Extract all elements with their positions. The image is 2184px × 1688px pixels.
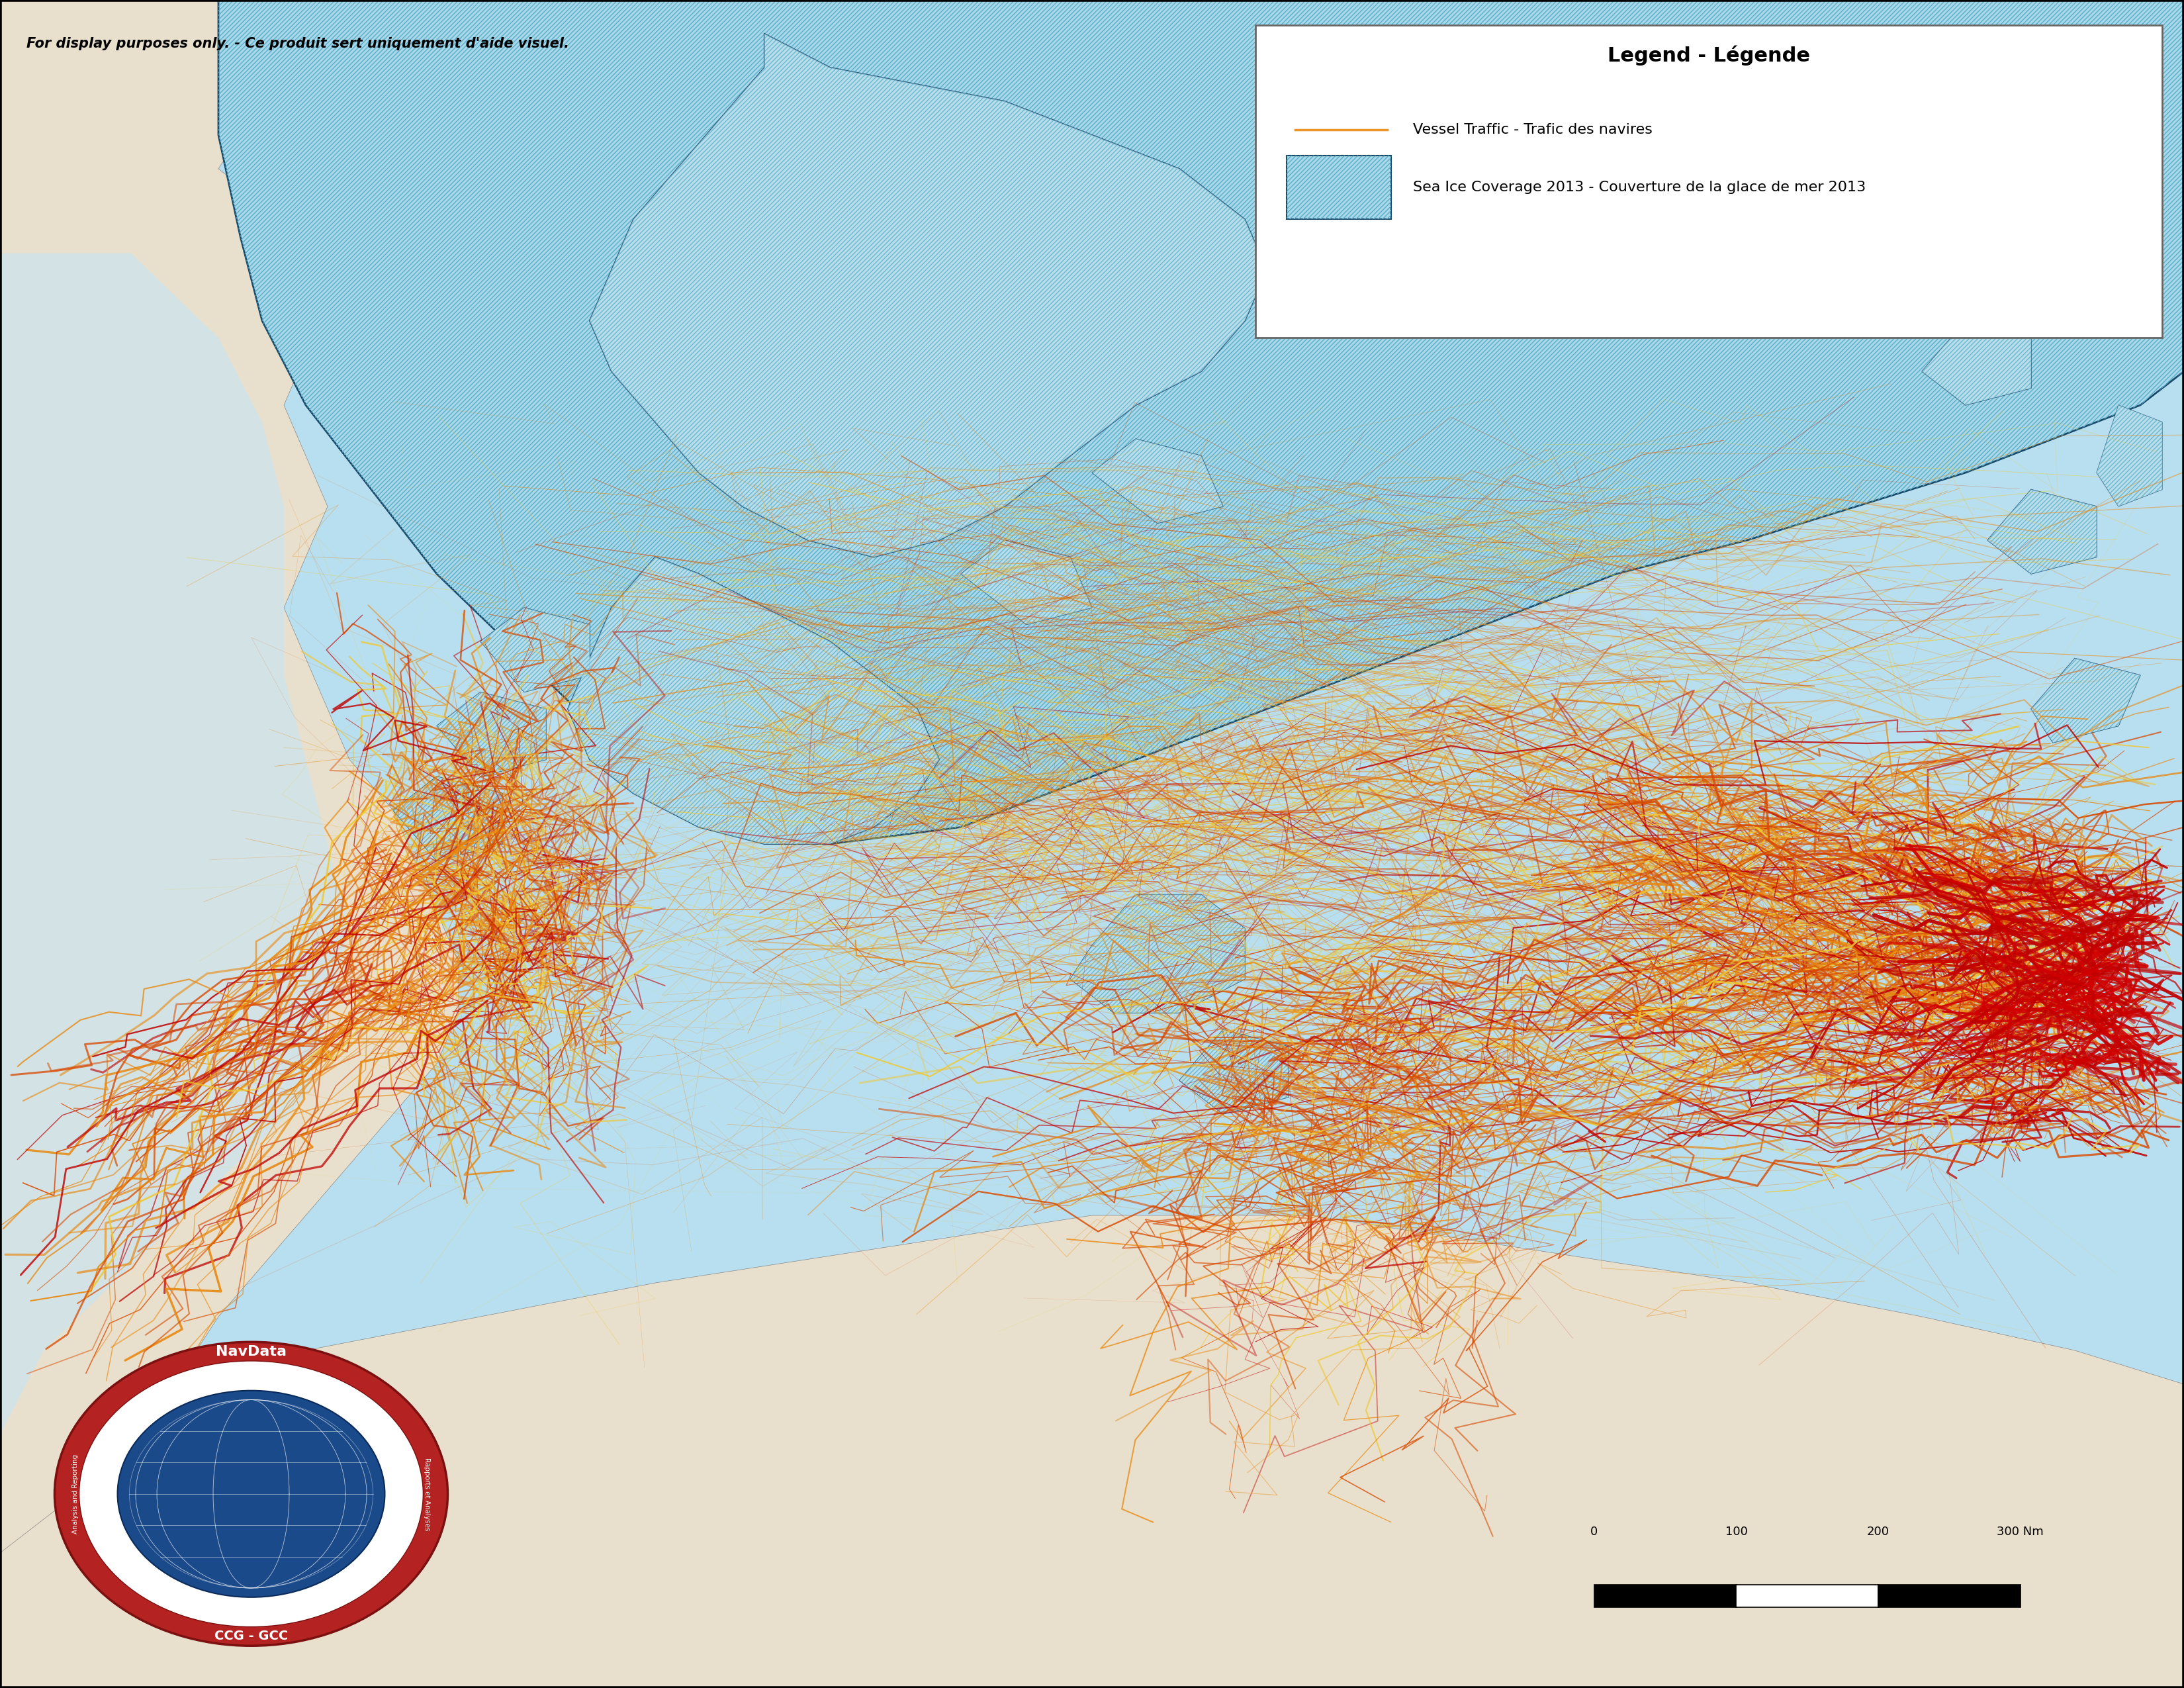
Circle shape	[79, 1361, 424, 1627]
Polygon shape	[1179, 1030, 1289, 1114]
Bar	[1286, 155, 1391, 219]
Polygon shape	[437, 692, 546, 776]
Circle shape	[55, 1342, 448, 1646]
Circle shape	[118, 1391, 384, 1597]
Text: Rapports et Analyses: Rapports et Analyses	[424, 1457, 430, 1531]
Polygon shape	[590, 34, 1267, 557]
Polygon shape	[2031, 658, 2140, 743]
Polygon shape	[1092, 439, 1223, 523]
Text: CCG - GCC: CCG - GCC	[214, 1629, 288, 1642]
Text: Vessel Traffic - Trafic des navires: Vessel Traffic - Trafic des navires	[1413, 123, 1653, 137]
Polygon shape	[0, 0, 459, 1688]
Text: 100: 100	[1725, 1526, 1747, 1538]
Text: Legend - Légende: Legend - Légende	[1607, 46, 1811, 66]
Polygon shape	[1987, 490, 2097, 574]
Polygon shape	[1638, 118, 1747, 203]
Polygon shape	[0, 253, 349, 1435]
Polygon shape	[1092, 439, 1223, 523]
Polygon shape	[961, 540, 1092, 625]
Polygon shape	[1791, 186, 1900, 270]
Polygon shape	[1070, 895, 1245, 1013]
Bar	[1594, 1585, 1736, 1607]
Text: 300 Nm: 300 Nm	[1996, 1526, 2044, 1538]
Text: NavData: NavData	[216, 1345, 286, 1359]
Polygon shape	[393, 776, 502, 861]
Polygon shape	[437, 692, 546, 776]
Bar	[1878, 1585, 2020, 1607]
Polygon shape	[480, 608, 590, 692]
Text: Analysis and Reporting: Analysis and Reporting	[72, 1453, 79, 1534]
Polygon shape	[1070, 895, 1245, 1013]
Polygon shape	[568, 557, 939, 844]
Polygon shape	[1791, 186, 1900, 270]
Polygon shape	[1638, 118, 1747, 203]
Bar	[1286, 155, 1391, 219]
Polygon shape	[1922, 321, 2031, 405]
Polygon shape	[1922, 321, 2031, 405]
Polygon shape	[1179, 1030, 1289, 1114]
Polygon shape	[2097, 405, 2162, 506]
Text: For display purposes only. - Ce produit sert uniquement d'aide visuel.: For display purposes only. - Ce produit …	[26, 37, 568, 51]
Polygon shape	[2097, 405, 2162, 506]
Polygon shape	[590, 34, 1267, 557]
Polygon shape	[1987, 490, 2097, 574]
Polygon shape	[218, 0, 2184, 844]
Text: Sea Ice Coverage 2013 - Couverture de la glace de mer 2013: Sea Ice Coverage 2013 - Couverture de la…	[1413, 181, 1865, 194]
Polygon shape	[568, 557, 939, 844]
Polygon shape	[480, 608, 590, 692]
Polygon shape	[961, 540, 1092, 625]
Polygon shape	[2031, 658, 2140, 743]
Bar	[1736, 1585, 1878, 1607]
Text: 200: 200	[1867, 1526, 1889, 1538]
Text: 0: 0	[1590, 1526, 1599, 1538]
Polygon shape	[393, 776, 502, 861]
Polygon shape	[0, 1215, 2184, 1688]
Bar	[1256, 25, 2162, 338]
